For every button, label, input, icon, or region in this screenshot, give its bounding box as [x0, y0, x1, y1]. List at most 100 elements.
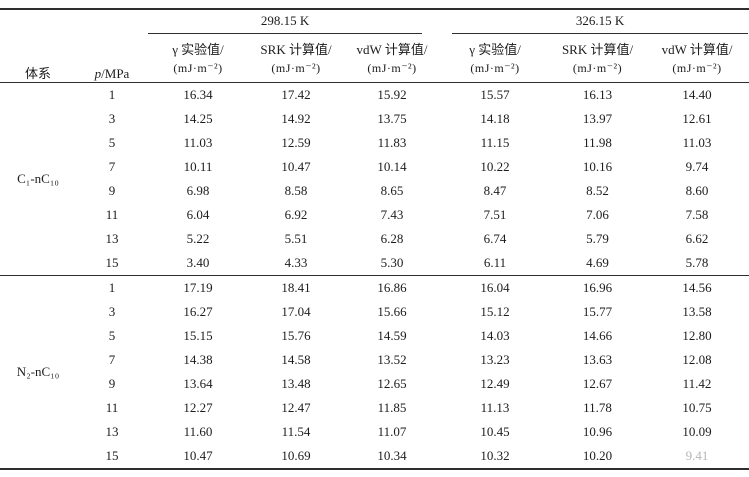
data-cell: 10.11: [183, 159, 213, 174]
data-cell: 6.11: [483, 255, 507, 270]
data-cell: 8.47: [483, 183, 507, 198]
data-cell: 10.34: [377, 448, 407, 463]
header-vdw-calc-298: vdW 计算值/ (mJ·m⁻²): [344, 34, 440, 83]
pressure-value: 1: [108, 87, 116, 102]
data-cell: 13.52: [377, 352, 407, 367]
data-cell: 16.34: [183, 87, 213, 102]
pressure-value: 7: [108, 159, 116, 174]
column-title: vdW 计算值/: [356, 41, 428, 57]
column-title: γ 实验值/: [469, 41, 521, 57]
column-unit: (mJ·m⁻²): [572, 60, 623, 75]
data-cell: 13.58: [682, 304, 712, 319]
column-unit: (mJ·m⁻²): [173, 60, 223, 75]
data-cell: 18.41: [281, 280, 311, 295]
data-cell: 11.03: [682, 135, 712, 150]
data-cell: 15.15: [183, 328, 213, 343]
data-cell: 11.54: [281, 424, 311, 439]
table-row: 5 11.03 12.59 11.83 11.15 11.98 11.03: [0, 131, 749, 155]
data-cell: 11.85: [377, 400, 407, 415]
data-cell: 11.03: [183, 135, 213, 150]
pressure-value: 5: [108, 328, 116, 343]
header-srk-calc-326: SRK 计算值/ (mJ·m⁻²): [550, 34, 645, 83]
data-cell: 8.60: [685, 183, 709, 198]
data-cell: 10.32: [480, 448, 510, 463]
data-cell: 15.66: [377, 304, 407, 319]
table-row: 15 10.47 10.69 10.34 10.32 10.20 9.41: [0, 444, 749, 469]
data-cell: 8.65: [380, 183, 404, 198]
data-cell: 13.97: [582, 111, 613, 126]
pressure-value: 13: [105, 231, 119, 246]
data-cell: 11.07: [377, 424, 407, 439]
data-cell: 17.42: [281, 87, 311, 102]
data-cell: 6.92: [284, 207, 308, 222]
header-srk-calc-298: SRK 计算值/ (mJ·m⁻²): [248, 34, 344, 83]
data-cell: 8.58: [284, 183, 308, 198]
data-cell: 16.27: [183, 304, 213, 319]
data-cell: 10.96: [582, 424, 613, 439]
data-cell: 6.28: [380, 231, 404, 246]
data-cell: 15.12: [480, 304, 510, 319]
data-cell: 16.13: [582, 87, 613, 102]
data-cell: 10.47: [183, 448, 213, 463]
data-cell: 12.61: [682, 111, 712, 126]
column-unit: (mJ·m⁻²): [672, 60, 722, 75]
header-pressure: p/MPa: [76, 9, 148, 83]
header-gamma-exp-326: γ 实验值/ (mJ·m⁻²): [440, 34, 550, 83]
data-cell: 15.92: [377, 87, 407, 102]
pressure-value: 15: [105, 255, 119, 270]
data-cell: 12.27: [183, 400, 213, 415]
data-cell: 16.04: [480, 280, 510, 295]
data-cell: 10.20: [582, 448, 613, 463]
column-unit: (mJ·m⁻²): [470, 60, 520, 75]
data-cell: 14.40: [682, 87, 712, 102]
data-cell: 14.66: [582, 328, 613, 343]
system-label: N₂-nC₁₀: [16, 364, 60, 379]
table-row: 9 6.98 8.58 8.65 8.47 8.52 8.60: [0, 179, 749, 203]
table-row: 7 14.38 14.58 13.52 13.23 13.63 12.08: [0, 348, 749, 372]
block-c1-nc10: C₁-nC₁₀ 1 16.34 17.42 15.92 15.57 16.13 14.40 3 1…: [0, 83, 749, 276]
data-cell: 12.08: [682, 352, 712, 367]
header-system: 体系: [24, 66, 51, 81]
data-cell: 10.75: [682, 400, 712, 415]
data-cell: 14.59: [377, 328, 407, 343]
data-cell: 10.22: [480, 159, 510, 174]
data-cell: 6.04: [186, 207, 210, 222]
data-cell: 11.98: [583, 135, 612, 150]
header-gamma-exp-298: γ 实验值/ (mJ·m⁻²): [148, 34, 248, 83]
system-label: C₁-nC₁₀: [17, 171, 59, 186]
column-header-row: γ 实验值/ (mJ·m⁻²) SRK 计算值/ (mJ·m⁻²) vdW 计算…: [0, 34, 749, 83]
data-cell: 7.51: [483, 207, 507, 222]
data-cell: 6.74: [483, 231, 507, 246]
pressure-value: 13: [105, 424, 119, 439]
table-row: 15 3.40 4.33 5.30 6.11 4.69 5.78: [0, 251, 749, 276]
data-cell: 10.69: [281, 448, 311, 463]
data-cell: 15.57: [480, 87, 510, 102]
column-unit: (mJ·m⁻²): [271, 60, 321, 75]
table-row: 13 11.60 11.54 11.07 10.45 10.96 10.09: [0, 420, 749, 444]
data-cell: 10.09: [682, 424, 712, 439]
data-cell: 13.64: [183, 376, 213, 391]
data-cell: 15.76: [281, 328, 311, 343]
data-cell: 9.74: [685, 159, 709, 174]
temp-group-326: 326.15 K: [440, 9, 749, 34]
data-cell: 10.47: [281, 159, 311, 174]
pressure-unit: /MPa: [101, 66, 130, 81]
pressure-value: 3: [108, 304, 116, 319]
data-cell: 14.25: [183, 111, 213, 126]
data-cell: 8.52: [586, 183, 609, 198]
column-title: γ 实验值/: [172, 41, 224, 57]
data-cell: 5.51: [284, 231, 308, 246]
data-cell: 9.41: [685, 448, 709, 463]
temp-group-298: 298.15 K: [148, 9, 440, 34]
data-cell: 13.23: [480, 352, 510, 367]
pressure-value: 15: [105, 448, 119, 463]
data-cell: 14.18: [480, 111, 510, 126]
pressure-value: 9: [108, 183, 116, 198]
pressure-value: 1: [108, 280, 116, 295]
data-cell: 4.69: [586, 255, 609, 270]
data-cell: 16.96: [582, 280, 613, 295]
data-cell: 16.86: [377, 280, 407, 295]
table-row: 3 14.25 14.92 13.75 14.18 13.97 12.61: [0, 107, 749, 131]
data-cell: 13.48: [281, 376, 311, 391]
data-cell: 7.43: [380, 207, 404, 222]
